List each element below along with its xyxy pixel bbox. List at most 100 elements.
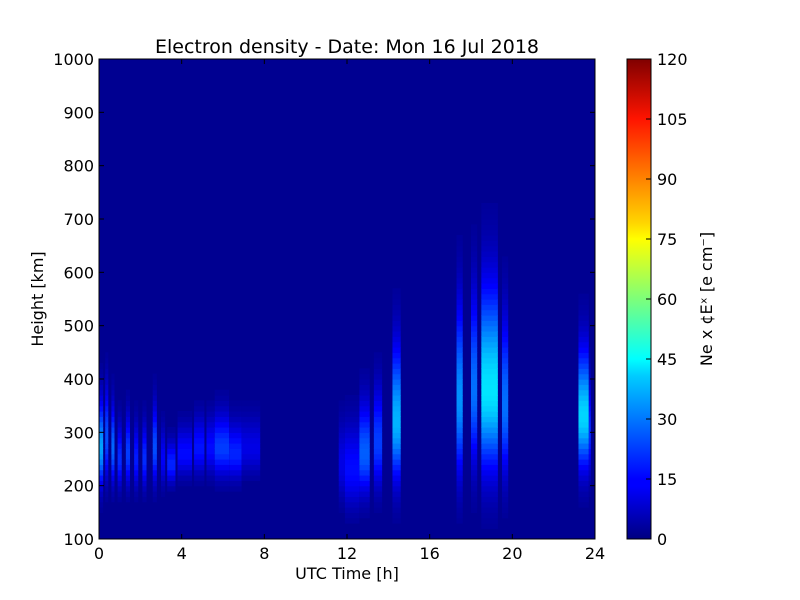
heatmap-cell (392, 427, 401, 433)
heatmap-cell (229, 459, 242, 465)
heatmap-cell (214, 469, 230, 476)
heatmap-cell (471, 245, 478, 252)
heatmap-cell (359, 379, 370, 385)
heatmap-cell (344, 437, 360, 444)
heatmap-cell (456, 240, 463, 247)
heatmap-cell (578, 384, 589, 391)
heatmap-cell (502, 480, 509, 487)
heatmap-cell (578, 480, 589, 487)
heatmap-cell (578, 501, 589, 508)
heatmap-cell (105, 395, 109, 401)
heatmap-cell (471, 389, 478, 396)
heatmap-cell (111, 395, 115, 401)
heatmap-cell (117, 480, 122, 487)
heatmap-cell (471, 395, 478, 401)
heatmap-cell (214, 395, 230, 401)
heatmap-cell (502, 512, 509, 519)
heatmap-cell (161, 453, 166, 460)
heatmap-cell (99, 469, 104, 476)
heatmap-cell (359, 411, 370, 417)
heatmap-cell (111, 491, 115, 497)
heatmap-cell (502, 405, 509, 412)
heatmap-cell (481, 475, 498, 481)
heatmap-cell (588, 485, 591, 492)
heatmap-cell (161, 432, 166, 439)
heatmap-cell (481, 427, 498, 433)
heatmap-cell (117, 448, 122, 455)
heatmap-cell (111, 475, 115, 481)
y-axis-ticks: 100 200 300 400 500 600 700 800 900 1000 (53, 50, 595, 549)
heatmap-cell (359, 507, 370, 513)
heatmap-cell (502, 256, 509, 263)
heatmap-cell (502, 288, 509, 295)
heatmap-cell (152, 432, 157, 439)
heatmap-cell (392, 517, 401, 524)
heatmap-cell (588, 363, 591, 369)
heatmap-cell (117, 421, 122, 428)
heatmap-cell (214, 437, 230, 444)
heatmap-cell (481, 320, 498, 327)
heatmap-cell (502, 469, 509, 476)
heatmap-cell (125, 395, 130, 401)
heatmap-cell (578, 341, 589, 348)
heatmap-cell (117, 443, 122, 449)
heatmap-cell (373, 395, 383, 401)
heatmap-cell (456, 464, 463, 471)
heatmap-cell (481, 240, 498, 247)
heatmap-cell (502, 272, 509, 279)
y-tick-label: 700 (63, 210, 94, 229)
heatmap-cell (471, 299, 478, 305)
heatmap-cell (206, 475, 215, 481)
heatmap-cell (373, 464, 383, 471)
heatmap-cell (111, 496, 115, 503)
heatmap-cell (206, 400, 215, 407)
heatmap-cell (392, 368, 401, 375)
heatmap-cell (167, 464, 176, 471)
heatmap-cell (481, 491, 498, 497)
colorbar-tick-label: 45 (657, 350, 677, 369)
heatmap-cell (177, 469, 192, 476)
heatmap-cell (142, 443, 147, 449)
heatmap-cell (392, 384, 401, 391)
heatmap-cell (578, 309, 589, 316)
heatmap-cell (373, 437, 383, 444)
heatmap-cell (481, 416, 498, 423)
heatmap-cell (373, 459, 383, 465)
heatmap-cell (152, 373, 157, 380)
heatmap-cell (177, 427, 192, 433)
heatmap-cell (456, 512, 463, 519)
heatmap-cell (392, 336, 401, 343)
heatmap-cell (481, 277, 498, 284)
heatmap-cell (471, 453, 478, 460)
heatmap-cell (502, 443, 509, 449)
heatmap-cell (117, 432, 122, 439)
heatmap-cell (111, 485, 115, 492)
heatmap-cell (111, 448, 115, 455)
heatmap-cell (99, 475, 104, 481)
heatmap-cell (105, 453, 109, 460)
heatmap-cell (359, 373, 370, 380)
heatmap-cell (392, 293, 401, 300)
heatmap-cell (206, 443, 215, 449)
heatmap-cell (456, 267, 463, 273)
heatmap-cell (392, 485, 401, 492)
heatmap-cell (99, 384, 104, 391)
heatmap-cell (588, 405, 591, 412)
heatmap-cell (456, 299, 463, 305)
heatmap-cell (588, 453, 591, 460)
heatmap-cell (392, 496, 401, 503)
heatmap-cell (206, 416, 215, 423)
heatmap-cell (392, 395, 401, 401)
heatmap-cell (578, 373, 589, 380)
heatmap-cell (481, 315, 498, 321)
heatmap-cell (111, 453, 115, 460)
heatmap-cell (456, 363, 463, 369)
heatmap-cell (152, 421, 157, 428)
heatmap-cell (105, 464, 109, 471)
heatmap-cell (392, 491, 401, 497)
heatmap-cell (359, 453, 370, 460)
heatmap-cell (105, 368, 109, 375)
heatmap-cell (344, 432, 360, 439)
heatmap-cell (142, 437, 147, 444)
heatmap-cell (344, 485, 360, 492)
